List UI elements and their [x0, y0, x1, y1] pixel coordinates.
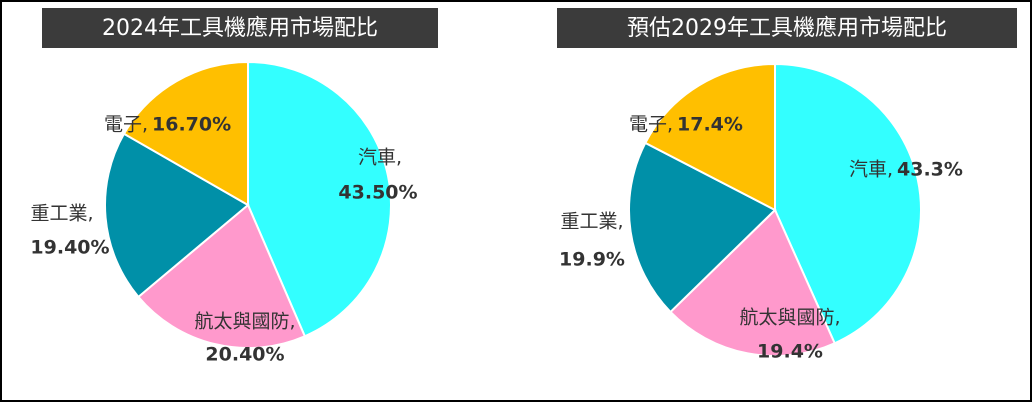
data-label: 19.4% — [757, 341, 823, 363]
pie-slice — [774, 62, 922, 345]
slice-label: 電子, — [104, 114, 148, 136]
slice-label: 重工業, — [560, 211, 623, 233]
pie-slice — [136, 203, 307, 349]
chart-title: 2024年工具機應用市場配比 — [102, 15, 378, 41]
title-box — [42, 8, 438, 48]
slice-label: 重工業, — [30, 203, 93, 225]
pie-slice — [669, 208, 836, 357]
chart-title: 預估2029年工具機應用市場配比 — [627, 15, 947, 41]
data-label: 16.70% — [152, 114, 231, 136]
pie-slice — [104, 132, 250, 299]
slice-label: 汽車, — [849, 159, 893, 181]
title-box — [557, 8, 1017, 48]
slice-label: 航太與國防, — [739, 307, 840, 329]
slice-label: 電子, — [629, 114, 673, 136]
data-label: 19.9% — [559, 249, 625, 271]
pie-slice — [628, 141, 777, 314]
data-label: 43.50% — [338, 182, 417, 204]
pie-slice — [122, 60, 249, 207]
data-label: 17.4% — [677, 114, 743, 136]
pie-slice — [247, 60, 392, 338]
slice-label: 航太與國防, — [194, 311, 295, 333]
slice-label: 汽車, — [358, 147, 402, 169]
data-label: 43.3% — [897, 159, 963, 181]
data-label: 19.40% — [30, 237, 109, 259]
pie-slice — [643, 62, 776, 212]
data-label: 20.40% — [205, 344, 284, 366]
